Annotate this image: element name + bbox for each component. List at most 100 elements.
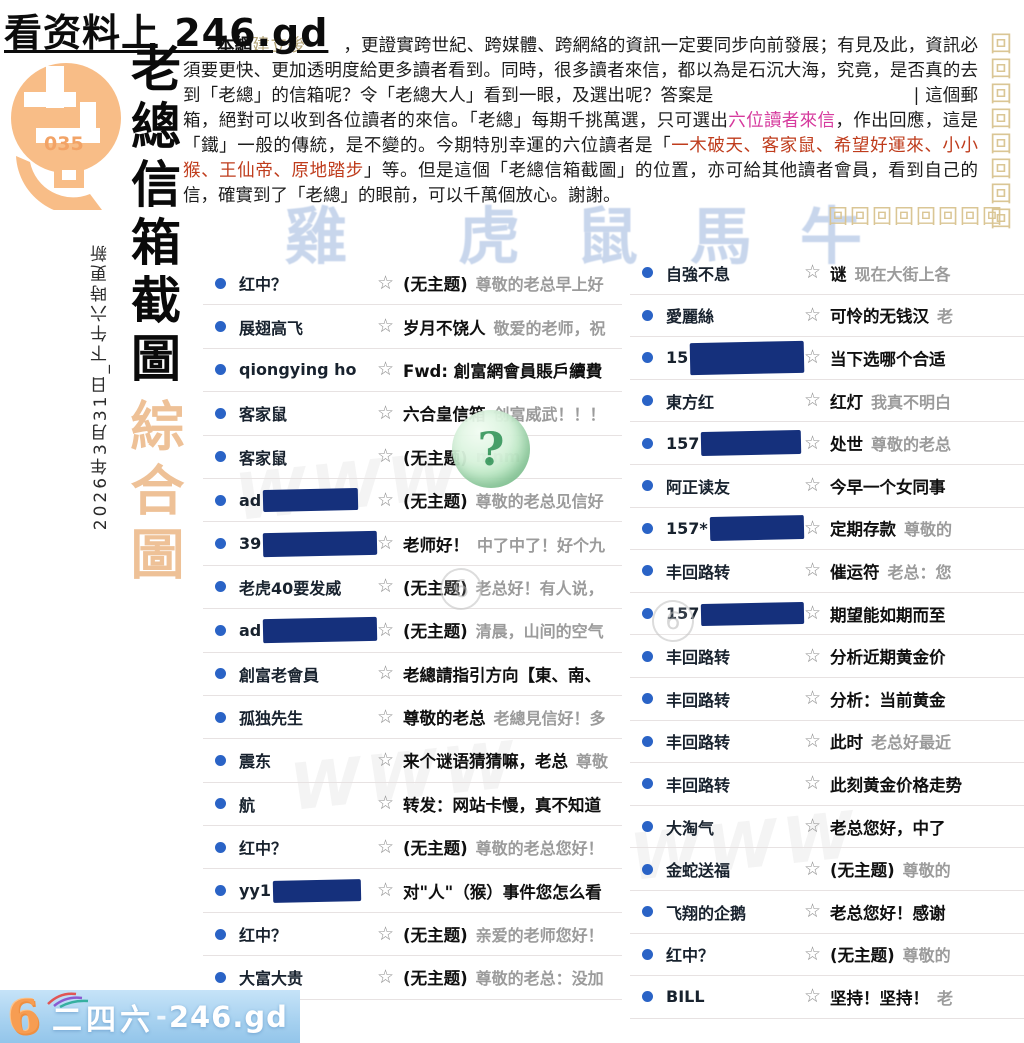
intro-segment: 六位讀者來信 xyxy=(728,111,836,131)
mail-row[interactable]: 丰回路转 ☆ 此时 老总好最近 xyxy=(630,721,1024,764)
mail-subject: 分析近期黄金价 xyxy=(830,648,946,668)
mail-row[interactable]: 丰回路转 ☆ 催运符 老总：您 xyxy=(630,550,1024,593)
mail-row[interactable]: 老虎40要发威 ☆ (无主题) 老总好！有人说， xyxy=(203,566,622,610)
star-icon[interactable]: ☆ xyxy=(804,942,822,965)
star-icon[interactable]: ☆ xyxy=(804,900,822,923)
mail-row[interactable]: BILL ☆ 坚持！坚持！ 老 xyxy=(630,976,1024,1019)
mail-row[interactable]: 阿正读友 ☆ 今早一个女同事 xyxy=(630,465,1024,508)
star-icon[interactable]: ☆ xyxy=(804,644,822,667)
mail-row[interactable]: 丰回路转 ☆ 此刻黄金价格走势 xyxy=(630,763,1024,806)
star-icon[interactable]: ☆ xyxy=(377,879,395,902)
mail-row[interactable]: 孤独先生 ☆ 尊敬的老总 老總見信好！多 xyxy=(203,696,622,740)
sender-name: 丰回路转 xyxy=(666,562,731,582)
mail-row[interactable]: 創富老會員 ☆ 老總請指引方向【東、南、 xyxy=(203,653,622,696)
star-icon[interactable]: ☆ xyxy=(804,602,822,625)
zodiac-watermark: 馬 xyxy=(690,200,753,273)
mail-row[interactable]: 丰回路转 ☆ 分析近期黄金价 xyxy=(630,635,1024,678)
mail-row[interactable]: 客家鼠 ☆ 六合皇信箱 创富威武！！！ xyxy=(203,392,622,436)
mail-row[interactable]: 大淘气 ☆ 老总您好，中了 xyxy=(630,806,1024,849)
mail-subject: (无主题) xyxy=(830,946,895,966)
intro-segment: ，更證實跨世紀、跨媒體、跨網絡的資訊一定要同步向前發展；有見及此，資訊必須要更快… xyxy=(183,36,979,106)
star-icon[interactable]: ☆ xyxy=(377,532,395,555)
mail-subject: 岁月不饶人 xyxy=(403,318,486,338)
footer-banner: 6 二四六 - 246.gd xyxy=(0,988,300,1043)
mail-row[interactable]: 客家鼠☆(无主题)mnm xyxy=(203,436,622,479)
mail-row[interactable]: 震东 ☆ 来个谜语猜猜嘛，老总 尊敬 xyxy=(203,739,622,783)
star-icon[interactable]: ☆ xyxy=(804,346,822,369)
mail-row[interactable]: ad ☆ (无主题) 清晨，山间的空气 xyxy=(203,609,622,653)
unread-bullet-icon xyxy=(215,624,226,636)
star-icon[interactable]: ☆ xyxy=(804,857,822,880)
mail-row[interactable]: 自強不息 ☆ 谜现在大街上各 xyxy=(630,252,1024,295)
star-icon[interactable]: ☆ xyxy=(804,474,822,497)
mail-summary: 可怜的无钱汉老 xyxy=(830,303,1024,327)
mail-row[interactable]: 丰回路转 ☆ 分析：当前黄金 xyxy=(630,678,1024,721)
mail-preview: 清晨，山间的空气 xyxy=(475,622,604,642)
star-icon[interactable]: ☆ xyxy=(377,358,395,381)
mail-subject: 转发：网站卡慢，真不知道 xyxy=(403,795,602,815)
star-icon[interactable]: ☆ xyxy=(804,261,822,284)
mail-preview: 尊敬的 xyxy=(902,861,951,881)
mail-preview: 敬爱的老师，祝 xyxy=(493,318,606,338)
mail-row[interactable]: 飞翔的企鹅 ☆ 老总您好！感谢 xyxy=(630,891,1024,934)
star-icon[interactable]: ☆ xyxy=(377,792,395,815)
mail-row[interactable]: 157* ☆ 定期存款 尊敬的 xyxy=(630,508,1024,551)
mail-row[interactable]: 红中？ ☆ (无主题) 亲爱的老师您好！ xyxy=(203,913,622,957)
star-icon[interactable]: ☆ xyxy=(804,815,822,838)
unread-bullet-icon xyxy=(215,668,226,680)
star-icon[interactable]: ☆ xyxy=(377,315,395,338)
mail-row[interactable]: 红中？ ☆ (无主题) 尊敬的老总早上好 xyxy=(203,262,622,306)
star-icon[interactable]: ☆ xyxy=(377,575,395,598)
unread-bullet-icon xyxy=(642,352,653,364)
mail-summary: (无主题) 老总好！有人说， xyxy=(403,575,622,599)
mail-preview: 尊敬的老总见信好 xyxy=(475,492,604,512)
mail-row[interactable]: 愛麗絲 ☆ 可怜的无钱汉老 xyxy=(630,295,1024,338)
star-icon[interactable]: ☆ xyxy=(377,705,395,728)
star-icon[interactable]: ☆ xyxy=(804,559,822,582)
mail-row[interactable]: 157 ☆ 期望能如期而至 xyxy=(630,593,1024,636)
star-icon[interactable]: ☆ xyxy=(377,748,395,771)
star-icon[interactable]: ☆ xyxy=(377,401,395,424)
mail-summary: (无主题) 清晨，山间的空气 xyxy=(403,618,622,642)
star-icon[interactable]: ☆ xyxy=(804,516,822,539)
intro-segment: 一木破天、客家鼠、希望好運來、小小猴、王仙帝、原地踏步 xyxy=(183,136,979,181)
unread-bullet-icon xyxy=(215,971,226,983)
star-icon[interactable]: ☆ xyxy=(377,922,395,945)
mail-list-right: 自強不息 ☆ 谜现在大街上各 愛麗絲 ☆ 可怜的无钱汉老 15 ☆ 当下选哪个合适 東方红 ☆ 红灯我… xyxy=(630,252,1024,1019)
mail-row[interactable]: yy1 ☆ 对"人"（猴）事件您怎么看 xyxy=(203,869,622,913)
sender-name: 孤独先生 xyxy=(239,709,304,729)
star-icon[interactable]: ☆ xyxy=(804,431,822,454)
mail-row[interactable]: 金蛇送福 ☆ (无主题) 尊敬的 xyxy=(630,848,1024,891)
mail-row[interactable]: 航 ☆ 转发：网站卡慢，真不知道 xyxy=(203,783,622,827)
mail-row[interactable]: ad ☆ (无主题) 尊敬的老总见信好 xyxy=(203,479,622,523)
star-icon[interactable]: ☆ xyxy=(377,965,395,988)
star-icon[interactable]: ☆ xyxy=(804,389,822,412)
mail-summary: 此刻黄金价格走势 xyxy=(830,772,1024,796)
star-icon[interactable]: ☆ xyxy=(804,303,822,326)
mail-row[interactable]: 東方红 ☆ 红灯 我真不明白 xyxy=(630,380,1024,423)
star-icon[interactable]: ☆ xyxy=(377,835,395,858)
star-icon[interactable]: ☆ xyxy=(377,662,395,685)
sender-name: 39 xyxy=(239,530,378,557)
star-icon[interactable]: ☆ xyxy=(804,985,822,1008)
mail-row[interactable]: 39 ☆ 老师好！ 中了中了！好个九 xyxy=(203,522,622,566)
mail-row[interactable]: 红中？ ☆ (无主题) 尊敬的 xyxy=(630,934,1024,977)
star-icon[interactable]: ☆ xyxy=(377,618,395,641)
star-icon[interactable]: ☆ xyxy=(377,271,395,294)
vertical-subtitle: 綜合圖 xyxy=(121,398,185,590)
mail-row[interactable]: 展翅高飞 ☆ 岁月不饶人 敬爱的老师，祝 xyxy=(203,305,622,349)
mail-subject: (无主题) xyxy=(403,275,468,295)
intro-segment: 建立後 xyxy=(252,36,306,56)
mail-row[interactable]: 红中？ ☆ (无主题) 尊敬的老总您好！ xyxy=(203,826,622,870)
star-icon[interactable]: ☆ xyxy=(804,772,822,795)
star-icon[interactable]: ☆ xyxy=(804,687,822,710)
star-icon[interactable]: ☆ xyxy=(377,445,395,468)
mail-row[interactable]: qiongying ho ☆ Fwd: 創富網會員賬戶續費 xyxy=(203,349,622,393)
mail-subject: 来个谜语猜猜嘛，老总 xyxy=(403,752,569,772)
mail-row[interactable]: 157 ☆ 处世 尊敬的老总 xyxy=(630,422,1024,465)
mail-subject: (无主题) xyxy=(830,861,895,881)
star-icon[interactable]: ☆ xyxy=(804,729,822,752)
mail-row[interactable]: 大富大贵 ☆ (无主题) 尊敬的老总：没加 xyxy=(203,956,622,1000)
star-icon[interactable]: ☆ xyxy=(377,488,395,511)
mail-row[interactable]: 15 ☆ 当下选哪个合适 xyxy=(630,337,1024,380)
